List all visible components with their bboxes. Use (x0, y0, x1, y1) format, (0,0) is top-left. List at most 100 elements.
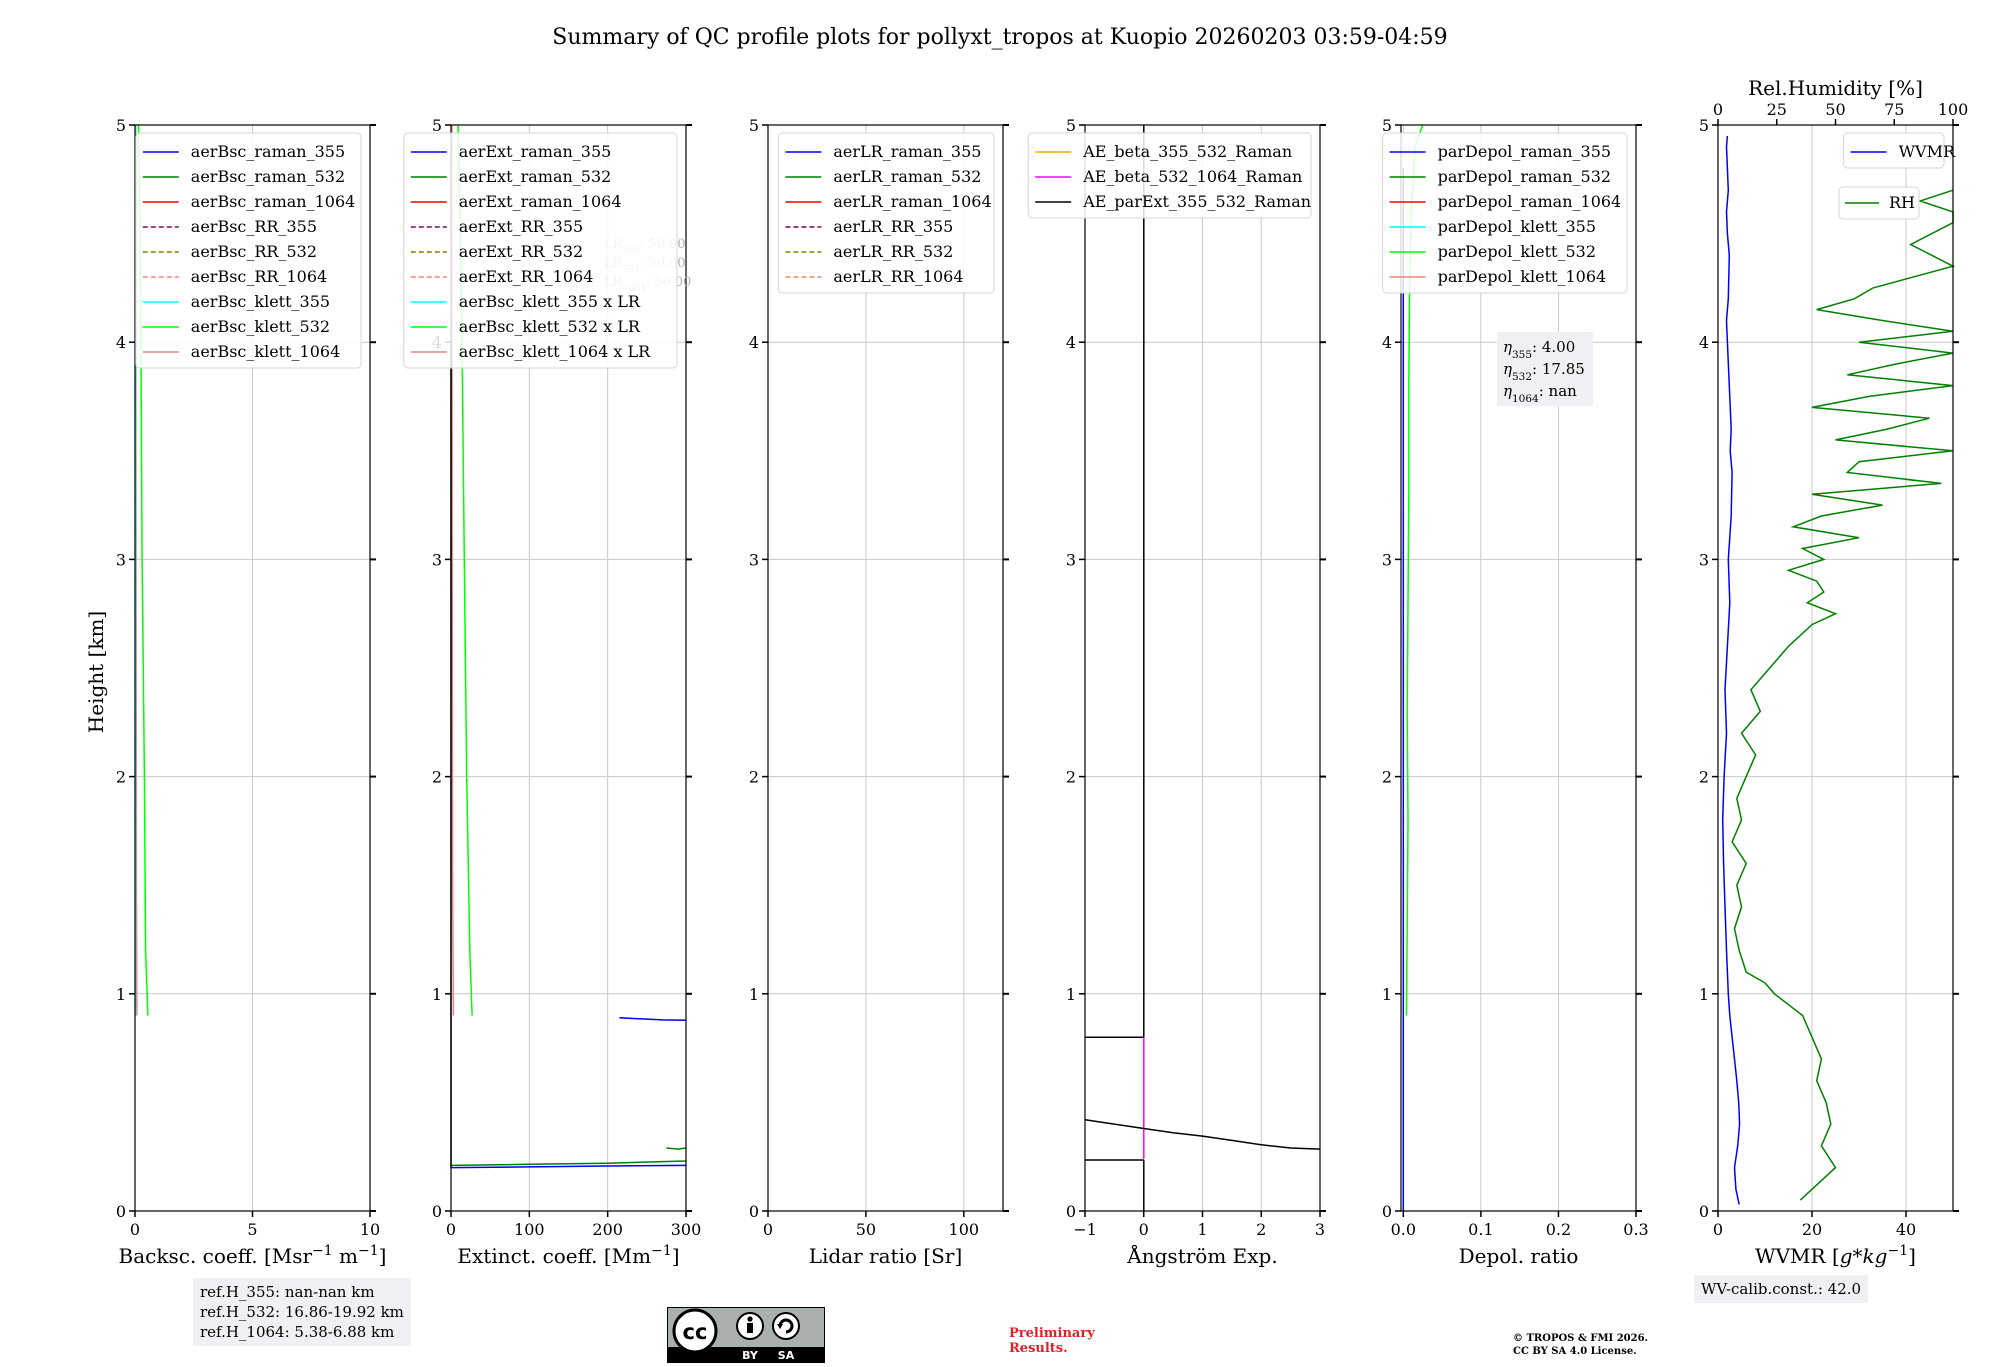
ref-height-1064: ref.H_1064: 5.38-6.88 km (200, 1323, 395, 1341)
eta-value: η532: 17.85 (1503, 360, 1585, 383)
x-tick-label: 0 (130, 1220, 140, 1239)
y-tick-label: 0 (1382, 1202, 1392, 1221)
x-tick-label: 5 (247, 1220, 257, 1239)
legend: AE_beta_355_532_Raman AE_beta_532_1064_Ra… (1027, 132, 1312, 219)
x-axis-label: Ångström Exp. (1126, 1243, 1277, 1268)
axes-frame (1717, 124, 1954, 1212)
series-aerExt_raman_355_low (450, 1164, 687, 1169)
y-tick-label: 0 (749, 1202, 759, 1221)
license-sa: SA (778, 1349, 795, 1362)
legend-label: aerBsc_RR_532 (191, 242, 317, 261)
y-tick-label: 0 (116, 1202, 126, 1221)
copyright-line-2: CC BY SA 4.0 License. (1513, 1346, 1637, 1357)
series-WVMR (1721, 135, 1741, 1205)
legend-label: aerExt_raman_355 (459, 142, 612, 161)
legend-label: aerExt_RR_1064 (459, 267, 594, 286)
x-tick-label: 0 (763, 1220, 773, 1239)
legend-label: aerBsc_klett_1064 x LR (459, 342, 651, 361)
top-x-tick-label: 50 (1825, 100, 1845, 119)
y-tick-label: 2 (432, 768, 442, 787)
top-x-tick-label: 0 (1713, 100, 1723, 119)
legend-label: aerBsc_raman_1064 (191, 192, 356, 211)
legend-label: aerBsc_klett_532 (191, 317, 330, 336)
y-tick-label: 4 (1382, 333, 1392, 352)
x-tick-label: 2 (1256, 1220, 1266, 1239)
legend-label: AE_beta_532_1064_Raman (1082, 167, 1302, 186)
x-tick-label: 50 (856, 1220, 876, 1239)
y-tick-label: 0 (1066, 1202, 1076, 1221)
copyright-note: © TROPOS & FMI 2026. CC BY SA 4.0 Licens… (1513, 1332, 1648, 1358)
top-axis-label: Rel.Humidity [%] (1748, 76, 1923, 100)
x-axis-label: WVMR [g*kg−1] (1755, 1243, 1916, 1268)
legend-label: AE_parExt_355_532_Raman (1082, 192, 1311, 211)
y-tick-label: 1 (1382, 985, 1392, 1004)
ref-height-532: ref.H_532: 16.86-19.92 km (200, 1303, 404, 1321)
legend-label: aerLR_RR_532 (833, 242, 953, 261)
panel-2: 0123450100200300Extinct. coeff. [Mm−1]LR… (403, 116, 701, 1268)
series-aerExt_raman_355 (619, 1016, 687, 1022)
y-tick-label: 5 (116, 116, 126, 135)
y-tick-label: 0 (432, 1202, 442, 1221)
legend-frame (135, 132, 362, 369)
preliminary-note: Preliminary Results. (1009, 1326, 1095, 1356)
y-tick-label: 2 (1382, 768, 1392, 787)
y-tick-label: 1 (1066, 985, 1076, 1004)
legend-label: aerLR_RR_1064 (833, 267, 963, 286)
x-tick-label: 40 (1896, 1220, 1916, 1239)
x-tick-label: 0 (1139, 1220, 1149, 1239)
y-tick-label: 2 (1066, 768, 1076, 787)
legend-label: aerBsc_raman_355 (191, 142, 345, 161)
x-axis-label: Lidar ratio [Sr] (809, 1244, 963, 1268)
x-tick-label: 0.2 (1546, 1220, 1571, 1239)
y-tick-label: 3 (1066, 550, 1076, 569)
y-tick-label: 3 (432, 550, 442, 569)
svg-text:cc: cc (683, 1320, 708, 1344)
axes-frame (1400, 124, 1637, 1212)
y-tick-label: 3 (1382, 550, 1392, 569)
preliminary-line-2: Results. (1009, 1341, 1068, 1356)
legend-label: aerExt_RR_355 (459, 217, 583, 236)
ref-height-box: ref.H_355: nan-nan km ref.H_532: 16.86-1… (193, 1278, 411, 1346)
x-axis-label: Backsc. coeff. [Msr−1 m−1] (119, 1243, 387, 1268)
y-tick-label: 4 (116, 333, 126, 352)
legend-label: AE_beta_355_532_Raman (1082, 142, 1292, 161)
legend-label: aerBsc_klett_532 x LR (459, 317, 641, 336)
legend-label: aerExt_raman_1064 (459, 192, 622, 211)
x-tick-label: 0.3 (1623, 1220, 1648, 1239)
y-tick-label: 1 (749, 985, 759, 1004)
legend-label: WVMR (1899, 142, 1956, 161)
ref-height-355: ref.H_355: nan-nan km (200, 1283, 375, 1301)
wv-calib-const: WV-calib.const.: 42.0 (1701, 1280, 1862, 1298)
legend: parDepol_raman_355 parDepol_raman_532 parD… (1382, 132, 1628, 294)
y-tick-label: 1 (432, 985, 442, 1004)
legend-label: parDepol_klett_1064 (1438, 267, 1607, 286)
axes-frame (767, 124, 1004, 1212)
top-x-tick-label: 25 (1767, 100, 1787, 119)
copyright-line-1: © TROPOS & FMI 2026. (1513, 1333, 1649, 1344)
series-aerExt_raman_532_peak (666, 1147, 687, 1150)
y-tick-label: 5 (749, 116, 759, 135)
y-tick-label: 2 (1699, 768, 1709, 787)
y-tick-label: 4 (1066, 333, 1076, 352)
x-tick-label: 100 (514, 1220, 545, 1239)
series-RH (1731, 189, 1956, 1201)
x-tick-label: −1 (1073, 1220, 1097, 1239)
legend-frame (1382, 132, 1628, 294)
y-tick-label: 1 (116, 985, 126, 1004)
x-tick-label: 0 (446, 1220, 456, 1239)
y-tick-label: 2 (749, 768, 759, 787)
x-tick-label: 100 (949, 1220, 980, 1239)
series-aerExt_raman_532 (450, 1160, 687, 1167)
legend-label: aerBsc_klett_355 x LR (459, 292, 641, 311)
legend-label: aerBsc_raman_532 (191, 167, 345, 186)
legend-frame (1027, 132, 1312, 219)
legend-label: parDepol_klett_532 (1438, 242, 1596, 261)
top-x-tick-label: 75 (1884, 100, 1904, 119)
y-axis-label: Height [km] (84, 611, 108, 733)
top-x-tick-label: 100 (1938, 100, 1969, 119)
legend-rh: RH (1838, 186, 1920, 220)
